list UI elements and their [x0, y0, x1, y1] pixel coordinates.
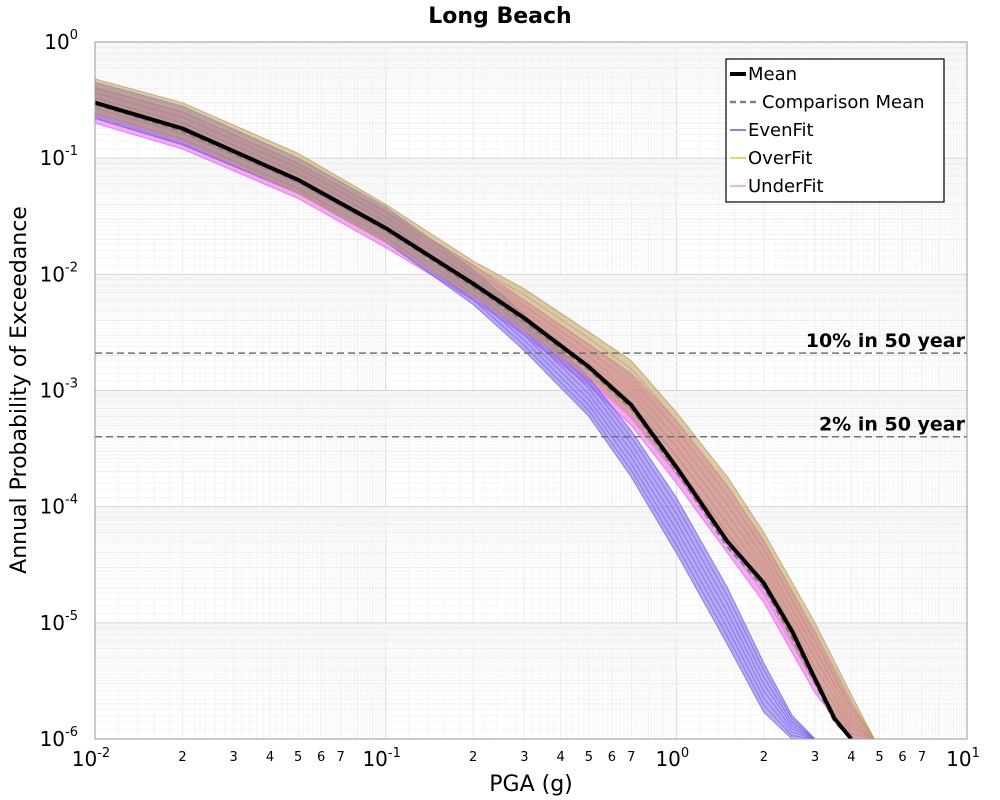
y-tick-label: 100 — [44, 28, 78, 54]
x-minor-tick-label: 4 — [557, 750, 565, 765]
y-axis-label: Annual Probability of Exceedance — [7, 206, 32, 574]
reference-line-label: 10% in 50 year — [806, 330, 966, 352]
x-minor-tick-label: 7 — [337, 750, 345, 765]
x-minor-tick-label: 4 — [266, 750, 274, 765]
legend-label: UnderFit — [748, 176, 824, 197]
chart-title: Long Beach — [428, 4, 571, 29]
x-minor-tick-label: 7 — [918, 750, 926, 765]
x-axis-label: PGA (g) — [489, 772, 573, 797]
x-tick-label: 100 — [655, 746, 689, 771]
y-tick-label: 10-5 — [40, 609, 78, 635]
legend-label: Comparison Mean — [762, 92, 925, 113]
y-tick-label: 10-6 — [40, 725, 78, 751]
x-minor-tick-label: 3 — [520, 750, 528, 765]
x-minor-tick-label: 7 — [627, 750, 635, 765]
x-minor-tick-label: 6 — [317, 750, 325, 765]
x-tick-label: 10-2 — [72, 746, 110, 771]
x-tick-label: 101 — [946, 746, 980, 771]
plot-frame — [94, 41, 968, 740]
y-tick-label: 10-4 — [40, 493, 78, 519]
x-minor-tick-label: 2 — [469, 750, 477, 765]
x-minor-tick-label: 5 — [294, 750, 302, 765]
ensemble-line-overfit — [95, 83, 875, 739]
x-minor-tick-label: 5 — [585, 750, 593, 765]
x-minor-tick-label: 3 — [811, 750, 819, 765]
x-minor-tick-label: 4 — [847, 750, 855, 765]
reference-lines: 10% in 50 year 2% in 50 year — [95, 330, 967, 438]
x-minor-tick-label: 6 — [898, 750, 906, 765]
legend-label: Mean — [748, 64, 797, 85]
band-overfit — [95, 78, 875, 739]
ensemble-line-overfit — [95, 93, 875, 739]
y-axis-ticks: 100 10-1 10-2 10-3 10-4 10-5 10-6 — [40, 28, 78, 751]
y-tick-label: 10-1 — [40, 144, 78, 170]
x-minor-tick-label: 5 — [875, 750, 883, 765]
reference-line-label: 2% in 50 year — [819, 414, 966, 436]
x-minor-tick-label: 2 — [760, 750, 768, 765]
series-line-mean — [95, 100, 853, 739]
ensemble-line-overfit — [95, 88, 875, 739]
legend: Mean Comparison Mean EvenFit OverFit UnderFi… — [725, 58, 945, 203]
ensemble-line-overfit — [95, 98, 875, 739]
x-minor-tick-label: 3 — [230, 750, 238, 765]
y-tick-label: 10-2 — [40, 260, 78, 286]
legend-label: OverFit — [748, 148, 812, 169]
legend-label: EvenFit — [748, 120, 814, 141]
x-tick-label: 10-1 — [362, 746, 400, 771]
y-tick-label: 10-3 — [40, 377, 78, 403]
x-minor-tick-label: 2 — [178, 750, 186, 765]
series-lines — [95, 100, 853, 739]
legend-box — [725, 58, 945, 203]
x-minor-tick-label: 6 — [608, 750, 616, 765]
